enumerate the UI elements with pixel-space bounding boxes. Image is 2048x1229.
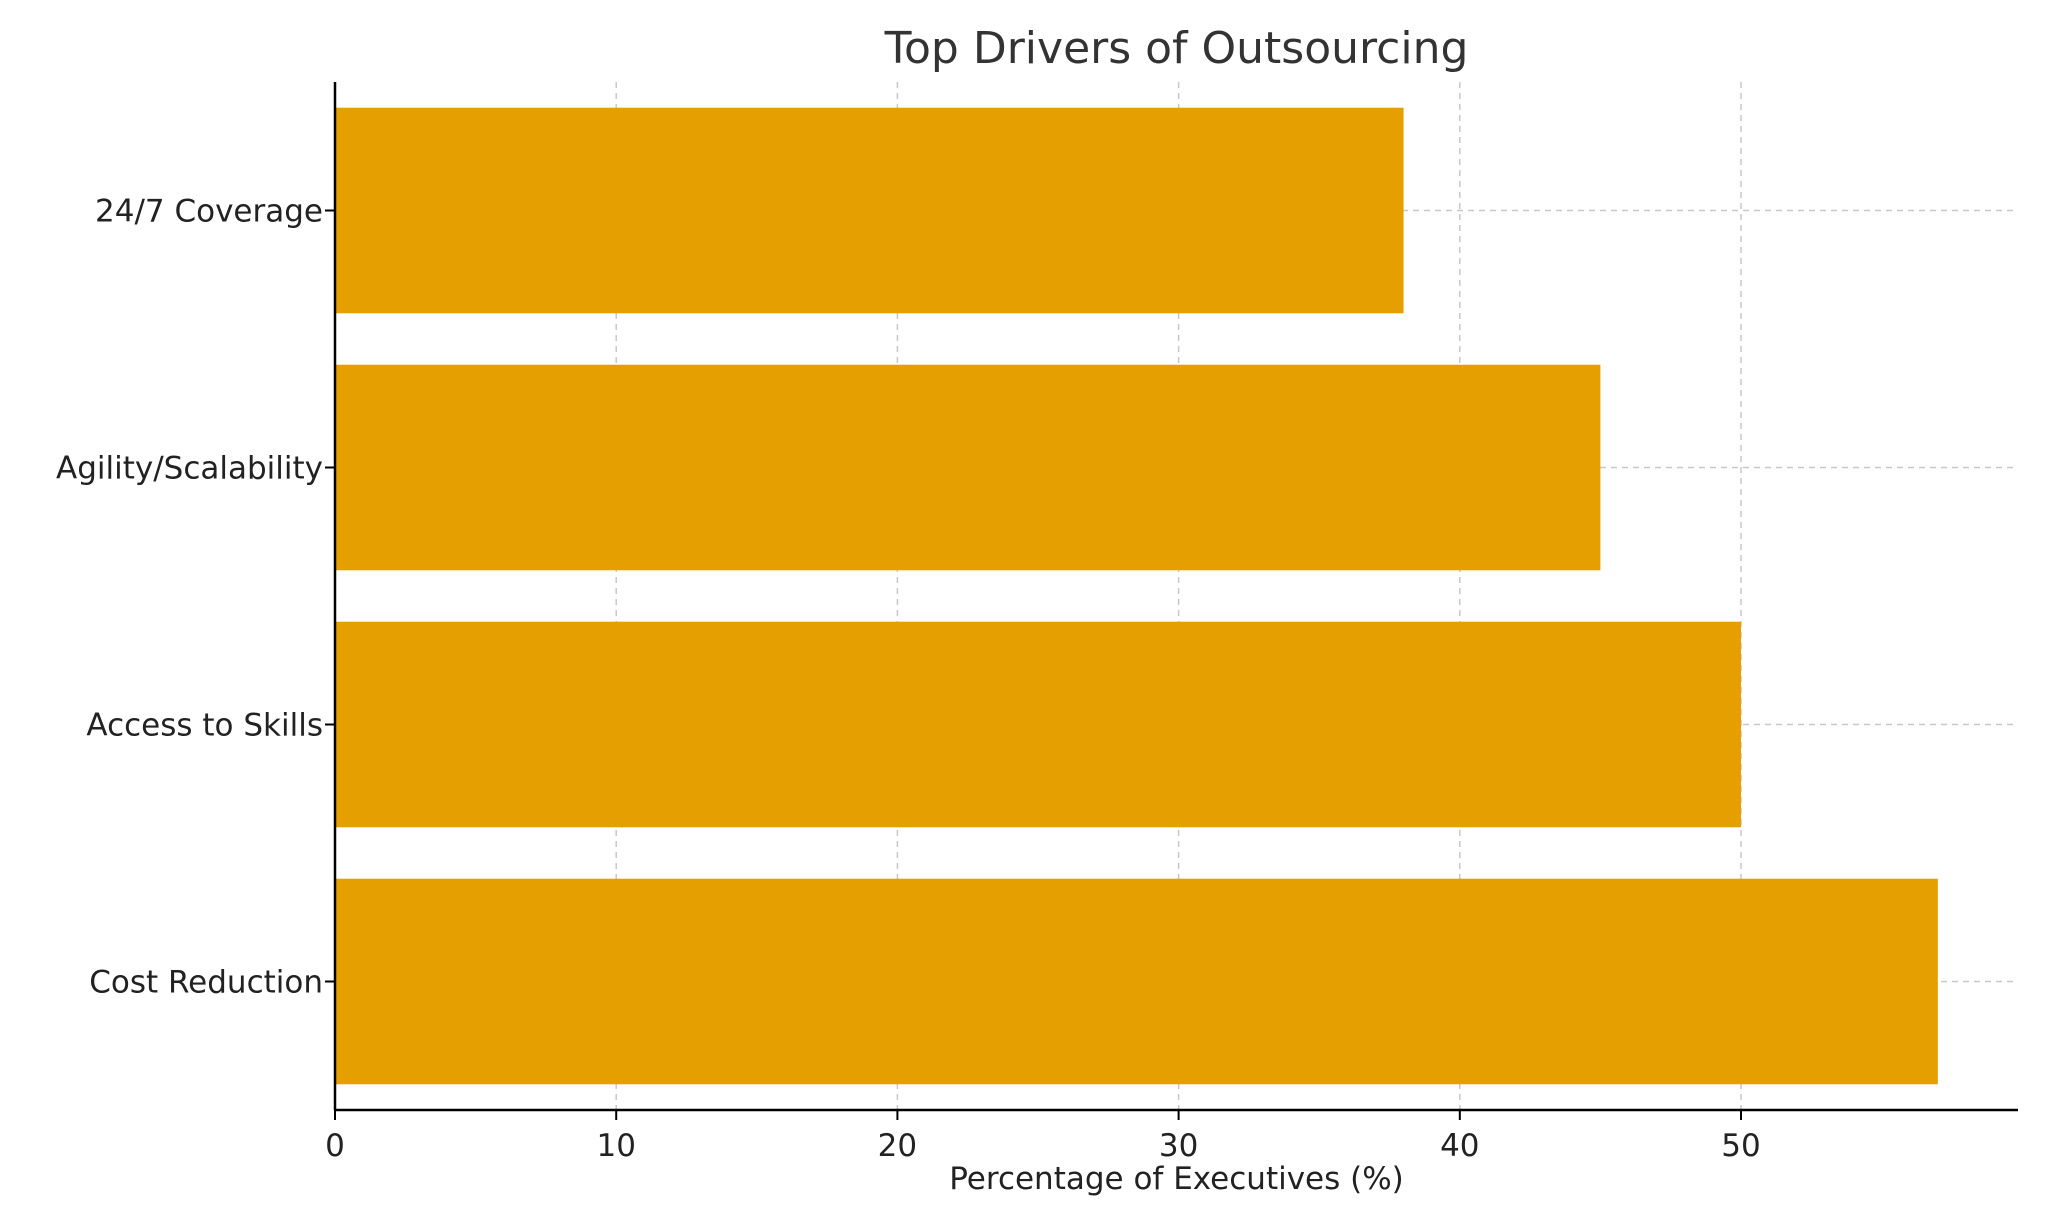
bar-access-to-skills bbox=[335, 621, 1742, 828]
chart-title: Top Drivers of Outsourcing bbox=[884, 23, 1469, 74]
y-tick-label: Agility/Scalability bbox=[56, 451, 323, 487]
bar-24-7-coverage bbox=[335, 107, 1404, 314]
y-tick-label: 24/7 Coverage bbox=[95, 194, 323, 230]
x-tick-label: 20 bbox=[878, 1128, 917, 1164]
bar-layer bbox=[335, 107, 1938, 1085]
y-axis-ticks: Cost Reduction Access to Skills Agility/Sc… bbox=[56, 194, 335, 1001]
y-tick-label: Access to Skills bbox=[86, 708, 323, 744]
x-tick-label: 10 bbox=[596, 1128, 635, 1164]
x-tick-label: 30 bbox=[1159, 1128, 1198, 1164]
x-tick-label: 0 bbox=[325, 1128, 345, 1164]
bar-cost-reduction bbox=[335, 878, 1938, 1085]
x-tick-label: 50 bbox=[1721, 1128, 1760, 1164]
x-axis-label: Percentage of Executives (%) bbox=[949, 1161, 1404, 1197]
y-tick-label: Cost Reduction bbox=[89, 965, 323, 1001]
x-tick-label: 40 bbox=[1440, 1128, 1479, 1164]
x-axis-ticks: 0 10 20 30 40 50 bbox=[325, 1110, 1761, 1164]
bar-agility-scalability bbox=[335, 364, 1601, 571]
